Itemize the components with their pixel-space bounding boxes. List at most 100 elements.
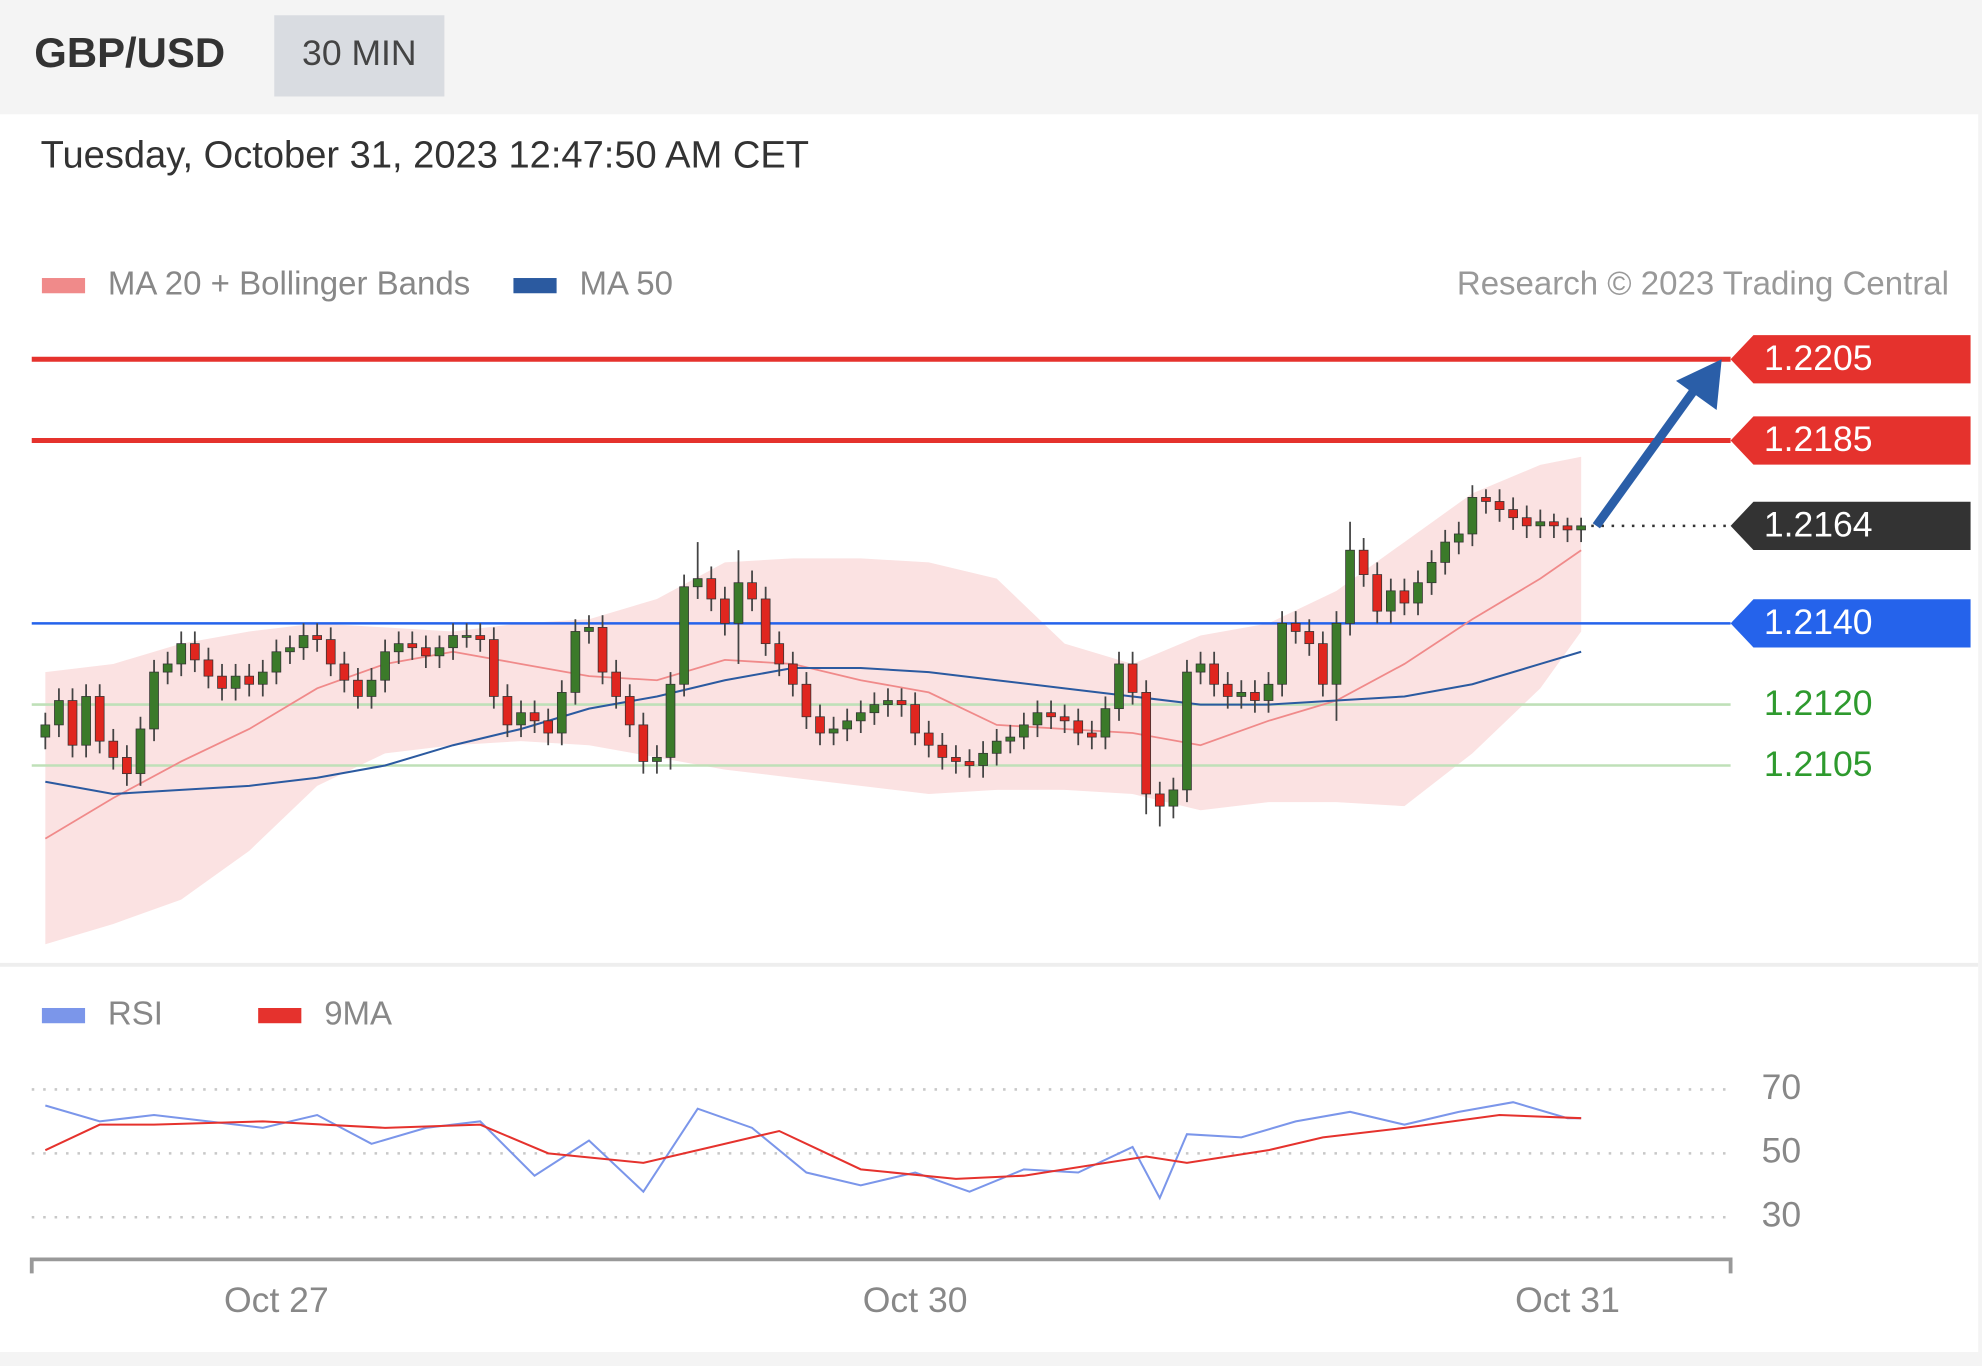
- candle-body: [502, 696, 513, 726]
- candle-body: [611, 671, 621, 697]
- candle-body: [1250, 692, 1260, 701]
- symbol: GBP/USD: [34, 29, 225, 76]
- candle-body: [883, 700, 893, 705]
- candle-body: [556, 692, 567, 734]
- candle-body: [1209, 663, 1219, 685]
- candle-body: [1521, 517, 1532, 527]
- candle-body: [570, 631, 581, 693]
- candle-body: [733, 582, 744, 624]
- candle-body: [1467, 497, 1478, 535]
- candle-body: [978, 752, 988, 766]
- y-tick-label: 70: [1762, 1067, 1802, 1107]
- candle-body: [1263, 683, 1274, 701]
- candle-body: [638, 724, 649, 762]
- y-tick-label: 30: [1762, 1195, 1802, 1235]
- candle-body: [1318, 643, 1328, 685]
- candle-body: [244, 675, 255, 685]
- candle-body: [1032, 712, 1043, 726]
- candle-body: [720, 598, 730, 624]
- candle-body: [774, 643, 785, 665]
- candle-body: [543, 720, 554, 734]
- candle-body: [1277, 622, 1287, 685]
- candle-body: [1114, 663, 1124, 710]
- candle-body: [1481, 497, 1491, 502]
- level-label: 1.2164: [1764, 504, 1873, 544]
- candle-body: [842, 720, 853, 730]
- target-arrow: [1592, 384, 1700, 529]
- timestamp: Tuesday, October 31, 2023 12:47:50 AM CE…: [41, 134, 809, 176]
- candle-body: [421, 647, 431, 657]
- candle-body: [991, 740, 1002, 754]
- candle-body: [1508, 509, 1518, 519]
- candle-body: [203, 659, 214, 677]
- candle-body: [176, 643, 187, 665]
- candle-body: [1182, 671, 1192, 791]
- candle-body: [1019, 724, 1029, 738]
- ma-line: [45, 650, 1582, 795]
- y-tick-label: 50: [1762, 1131, 1802, 1171]
- candle-body: [937, 744, 948, 758]
- candle-body: [597, 627, 608, 673]
- level-label: 1.2205: [1764, 338, 1873, 378]
- legend-swatch: [258, 1007, 302, 1024]
- candle-body: [1236, 692, 1247, 697]
- candle-body: [339, 663, 350, 681]
- candle-body: [1535, 521, 1546, 527]
- candle-body: [407, 643, 418, 649]
- candle-body: [869, 704, 880, 714]
- candle-body: [1100, 708, 1111, 738]
- indicator-line: [44, 1113, 1582, 1180]
- x-tick-label: Oct 30: [863, 1280, 968, 1320]
- candle-body: [788, 663, 798, 685]
- candle-body: [1331, 622, 1342, 685]
- candle-body: [1549, 521, 1559, 527]
- candle-body: [1141, 692, 1152, 795]
- candle-body: [325, 639, 336, 665]
- candle-body: [1562, 525, 1573, 531]
- candle-body: [298, 635, 309, 649]
- level-badge: [1730, 501, 1971, 550]
- candle-body: [1127, 663, 1138, 693]
- candle-body: [1453, 533, 1464, 543]
- candle-body: [1345, 549, 1355, 624]
- candle-body: [801, 683, 812, 718]
- candle-body: [1073, 720, 1084, 734]
- candle-body: [1304, 631, 1315, 645]
- x-tick-label: Oct 27: [224, 1280, 329, 1320]
- candle-body: [855, 712, 866, 722]
- candle-body: [1222, 683, 1233, 697]
- legend-label: MA 50: [579, 264, 673, 301]
- legend-label: 9MA: [324, 994, 392, 1031]
- candle-body: [489, 639, 499, 697]
- candle-body: [1290, 622, 1301, 632]
- candle-body: [652, 757, 662, 762]
- level-badge: [1730, 335, 1971, 384]
- candle-body: [40, 724, 51, 738]
- interval-box[interactable]: [274, 15, 445, 97]
- candle-body: [461, 635, 472, 638]
- candle-body: [1372, 574, 1383, 612]
- candle-body: [896, 700, 907, 705]
- candle-body: [257, 671, 268, 685]
- candle-body: [828, 728, 839, 734]
- candle-body: [393, 643, 404, 653]
- indicator-line: [45, 1101, 1582, 1201]
- candle-body: [692, 578, 703, 588]
- candle-body: [516, 712, 526, 726]
- candle-body: [679, 586, 689, 685]
- candle-body: [760, 598, 771, 645]
- candle-body: [54, 700, 64, 726]
- candle-body: [1154, 793, 1165, 807]
- candle-body: [910, 704, 920, 734]
- candle-body: [706, 578, 717, 600]
- candle-body: [1440, 541, 1451, 563]
- copyright: Research © 2023 Trading Central: [1457, 264, 1949, 301]
- candle-body: [964, 761, 975, 766]
- interval[interactable]: 30 MIN: [302, 33, 417, 73]
- candle-body: [353, 679, 363, 697]
- candle-body: [1195, 663, 1206, 673]
- legend-label: RSI: [108, 994, 163, 1031]
- candle-body: [1087, 732, 1097, 738]
